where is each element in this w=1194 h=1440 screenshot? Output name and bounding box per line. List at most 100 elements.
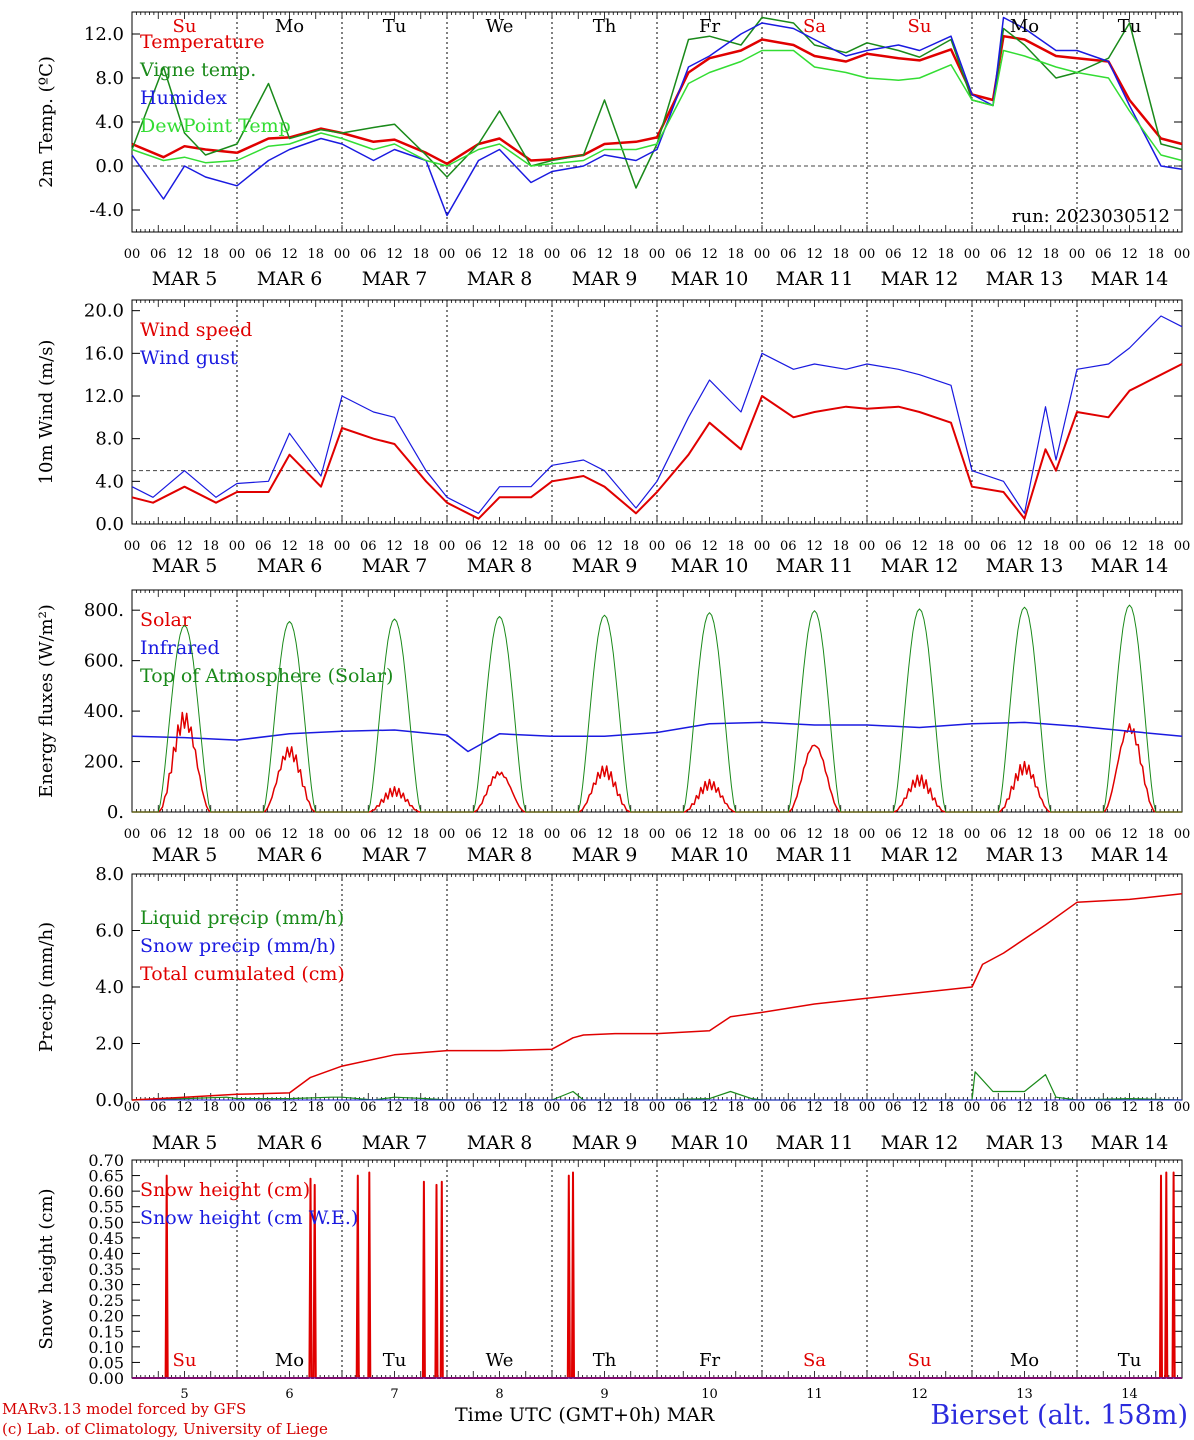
legend-entry: Wind gust	[140, 347, 238, 369]
hour-tick-label: 00	[439, 539, 456, 554]
date-label: MAR 14	[1091, 1132, 1169, 1154]
hour-tick-label: 00	[544, 247, 561, 262]
hour-tick-label: 18	[307, 539, 324, 554]
date-label: MAR 6	[257, 844, 323, 866]
legend-entry: Top of Atmosphere (Solar)	[140, 665, 393, 687]
hour-tick-label: 00	[649, 247, 666, 262]
hour-tick-label: 00	[229, 1100, 246, 1115]
legend-entry: Total cumulated (cm)	[140, 963, 345, 985]
series-line	[131, 363, 1183, 520]
hour-tick-label: 06	[1095, 827, 1112, 842]
hour-tick-label: 06	[255, 539, 272, 554]
date-label: MAR 11	[776, 844, 854, 866]
y-tick-label: 0.15	[88, 1322, 124, 1341]
hour-tick-label: 06	[885, 539, 902, 554]
date-label: MAR 7	[362, 844, 428, 866]
weekday-label: Su	[908, 1350, 932, 1371]
y-tick-label: 8.0	[95, 429, 124, 450]
hour-tick-label: 00	[439, 247, 456, 262]
hour-tick-label: 06	[1095, 247, 1112, 262]
weekday-label: Fr	[699, 1350, 720, 1371]
hour-tick-label: 18	[517, 247, 534, 262]
hour-tick-label: 18	[202, 827, 219, 842]
weekday-label: Tu	[383, 16, 407, 37]
y-tick-label: 600.	[84, 651, 124, 672]
hour-tick-label: 00	[964, 247, 981, 262]
y-tick-label: 12.0	[84, 24, 124, 45]
hour-tick-label: 00	[334, 539, 351, 554]
y-tick-label: 8.0	[95, 864, 124, 885]
weekday-label: Su	[908, 16, 932, 37]
series-line	[132, 711, 1182, 813]
date-label: MAR 9	[572, 268, 638, 290]
y-tick-label: 4.0	[95, 471, 124, 492]
date-label: MAR 5	[152, 844, 218, 866]
hour-tick-label: 00	[964, 539, 981, 554]
hour-tick-label: 06	[360, 247, 377, 262]
date-label: MAR 14	[1091, 844, 1169, 866]
y-tick-label: 0.0	[95, 156, 124, 177]
hour-tick-label: 00	[1069, 1100, 1086, 1115]
hour-tick-label: 00	[1174, 1100, 1191, 1115]
hour-tick-label: 12	[176, 1100, 193, 1115]
hour-tick-label: 18	[937, 247, 954, 262]
hour-tick-label: 12	[1016, 247, 1033, 262]
panel-5: 0.000.050.100.150.200.250.300.350.400.45…	[36, 1151, 1183, 1402]
hour-tick-label: 12	[491, 827, 508, 842]
hour-tick-label: 06	[465, 827, 482, 842]
legend-entry: Snow height (cm W.E.)	[140, 1207, 358, 1229]
hour-tick-label: 00	[649, 827, 666, 842]
hour-tick-label: 12	[701, 1100, 718, 1115]
weekday-label: Tu	[383, 1350, 407, 1371]
hour-tick-label: 06	[675, 1100, 692, 1115]
hour-tick-label: 00	[229, 247, 246, 262]
hour-tick-label: 06	[360, 539, 377, 554]
hour-tick-label: 12	[176, 247, 193, 262]
panel-2: 0.0 4.0 8.0 12.0 16.0 20.0 10m Wind (m/s) 00 06 1…	[36, 299, 1190, 577]
legend-entry: Liquid precip (mm/h)	[140, 907, 344, 929]
series-line	[131, 893, 1183, 1101]
legend-entry: Infrared	[140, 637, 220, 659]
weekday-label: Mo	[1010, 1350, 1039, 1371]
y-axis-label: Snow height (cm)	[36, 1188, 57, 1349]
y-tick-label: 2.0	[95, 1034, 124, 1055]
hour-tick-label: 00	[544, 827, 561, 842]
date-label: MAR 10	[671, 844, 749, 866]
hour-tick-label: 12	[806, 1100, 823, 1115]
hour-tick-label: 18	[307, 1100, 324, 1115]
hour-tick-label: 00	[544, 539, 561, 554]
legend-entry: Humidex	[140, 87, 227, 109]
hour-tick-label: 00	[649, 1100, 666, 1115]
hour-tick-label: 12	[1121, 539, 1138, 554]
series-line	[131, 16, 1183, 217]
hour-tick-label: 18	[937, 539, 954, 554]
hour-tick-label: 00	[754, 827, 771, 842]
hour-tick-label: 00	[1069, 539, 1086, 554]
date-label: MAR 14	[1091, 555, 1169, 577]
date-label: MAR 10	[671, 555, 749, 577]
legend-entry: Wind speed	[140, 319, 252, 341]
y-tick-label: 0.40	[88, 1244, 124, 1263]
hour-tick-label: 06	[1095, 1100, 1112, 1115]
hour-tick-label: 06	[675, 247, 692, 262]
hour-tick-label: 18	[622, 539, 639, 554]
hour-tick-label: 12	[386, 827, 403, 842]
hour-tick-label: 12	[701, 539, 718, 554]
weekday-label: Fr	[699, 16, 720, 37]
hour-tick-label: 06	[780, 539, 797, 554]
y-tick-label: -4.0	[89, 200, 124, 221]
hour-tick-label: 12	[491, 1100, 508, 1115]
hour-tick-label: 18	[517, 827, 534, 842]
hour-tick-label: 06	[465, 1100, 482, 1115]
hour-tick-label: 18	[832, 539, 849, 554]
hour-tick-label: 06	[360, 827, 377, 842]
date-label: MAR 8	[467, 844, 533, 866]
date-label: MAR 12	[881, 844, 959, 866]
panel-1: -4.0 0.0 4.0 8.0 12.0 2m Temp. (ºC) 00 06 12 18 MA…	[36, 11, 1190, 290]
date-label: MAR 12	[881, 555, 959, 577]
hour-tick-label: 00	[334, 247, 351, 262]
y-axis-label: Energy fluxes (W/m²)	[36, 604, 57, 798]
weekday-label: Mo	[275, 16, 304, 37]
date-label: MAR 10	[671, 1132, 749, 1154]
